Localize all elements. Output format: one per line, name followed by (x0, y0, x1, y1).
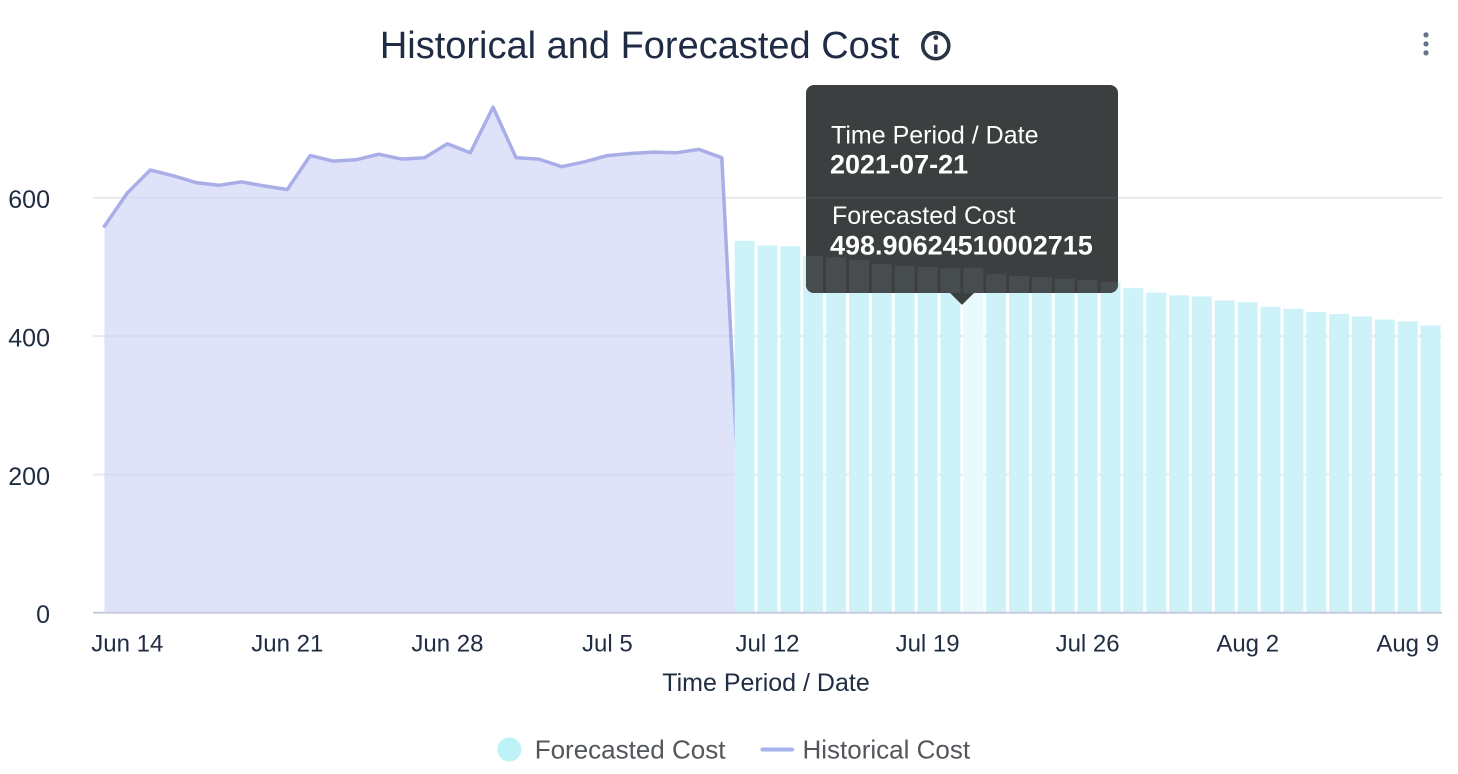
svg-text:Jul 26: Jul 26 (1056, 631, 1120, 658)
svg-text:200: 200 (8, 463, 50, 491)
svg-text:Jul 19: Jul 19 (896, 631, 960, 658)
svg-text:Historical and Forecasted Cost: Historical and Forecasted Cost (380, 25, 900, 67)
svg-text:Jun 21: Jun 21 (251, 631, 323, 658)
svg-text:400: 400 (8, 325, 50, 353)
svg-text:498.90624510002715: 498.90624510002715 (830, 231, 1093, 261)
svg-text:Aug 2: Aug 2 (1216, 631, 1279, 658)
svg-text:Jul 12: Jul 12 (735, 631, 799, 658)
svg-text:Forecasted Cost: Forecasted Cost (535, 735, 727, 765)
svg-text:Time Period / Date: Time Period / Date (662, 669, 869, 697)
svg-text:Jun 28: Jun 28 (411, 631, 483, 658)
svg-text:Aug 9: Aug 9 (1376, 631, 1439, 658)
svg-text:Time Period / Date: Time Period / Date (831, 121, 1038, 149)
svg-text:Forecasted Cost: Forecasted Cost (832, 202, 1015, 230)
svg-text:Jul 5: Jul 5 (582, 631, 633, 658)
svg-text:0: 0 (36, 601, 50, 629)
svg-text:600: 600 (8, 186, 50, 214)
svg-text:Jun 14: Jun 14 (91, 631, 163, 658)
svg-text:2021-07-21: 2021-07-21 (830, 149, 968, 179)
svg-text:Historical Cost: Historical Cost (803, 735, 971, 765)
